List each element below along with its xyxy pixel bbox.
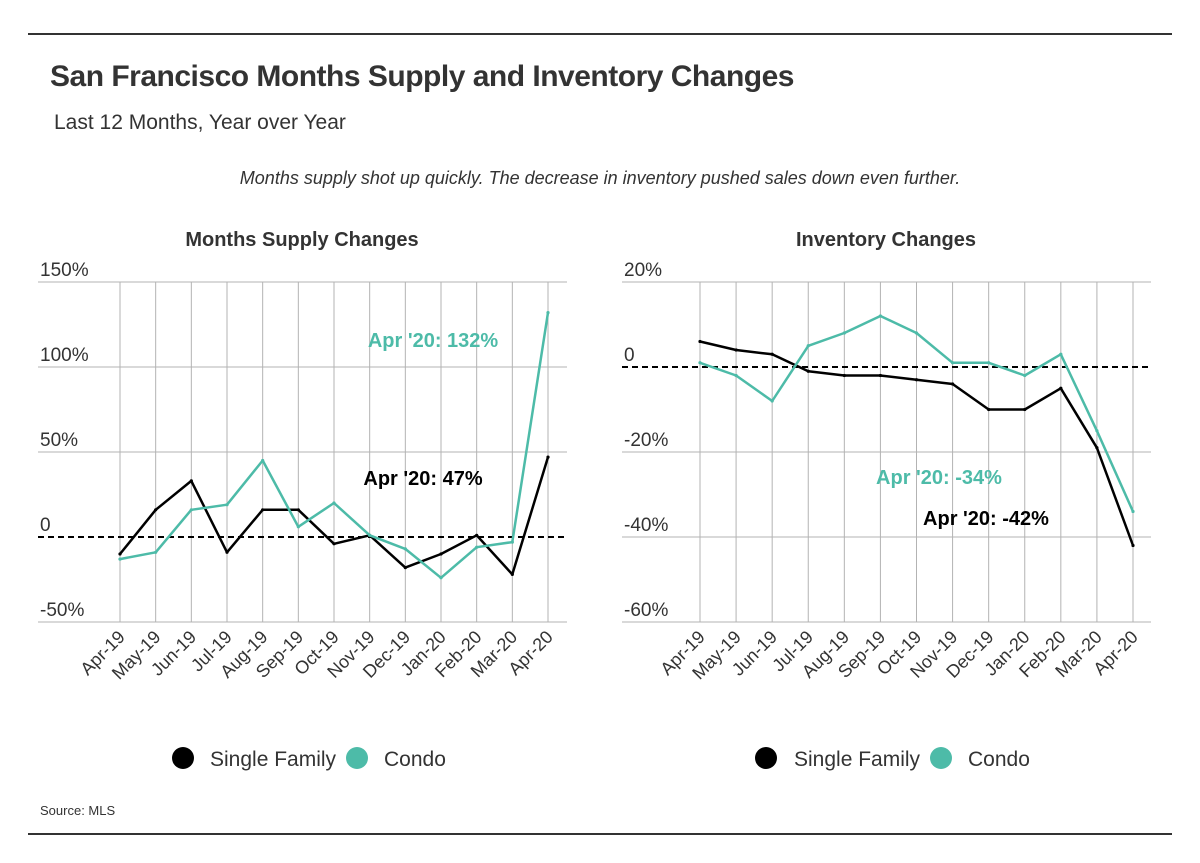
y-tick-label: -40% xyxy=(624,515,668,536)
data-point xyxy=(950,361,955,365)
data-point xyxy=(950,382,955,386)
chart-title: Inventory Changes xyxy=(796,229,976,251)
data-point xyxy=(296,508,300,512)
legend-label: Condo xyxy=(384,748,446,771)
y-tick-label: 0 xyxy=(40,515,51,536)
data-point xyxy=(734,373,738,378)
data-point xyxy=(296,525,300,529)
data-point xyxy=(403,566,407,570)
data-point xyxy=(878,314,883,318)
source-note: Source: MLS xyxy=(40,803,116,818)
data-point xyxy=(842,373,846,378)
data-point xyxy=(770,352,774,356)
data-point xyxy=(261,508,265,512)
data-point xyxy=(806,369,810,373)
data-point xyxy=(878,373,883,378)
annotation-label: Apr '20: 132% xyxy=(368,330,499,352)
data-point xyxy=(118,552,122,556)
data-point xyxy=(698,361,702,365)
data-point xyxy=(510,572,514,577)
data-point xyxy=(770,399,774,403)
data-point xyxy=(914,331,919,335)
legend-marker-condo xyxy=(346,747,368,769)
legend-marker-condo xyxy=(930,747,952,769)
data-point xyxy=(1059,386,1063,390)
data-point xyxy=(154,508,158,512)
data-point xyxy=(475,545,479,549)
data-point xyxy=(439,576,443,580)
data-point xyxy=(914,378,919,382)
data-point xyxy=(189,479,193,483)
data-point xyxy=(987,361,991,365)
data-point xyxy=(225,550,229,554)
legend-label: Single Family xyxy=(210,748,337,771)
data-point xyxy=(332,542,336,546)
y-tick-label: -60% xyxy=(624,600,668,621)
y-tick-label: 150% xyxy=(40,260,89,281)
data-point xyxy=(225,503,229,507)
data-point xyxy=(510,540,514,544)
annotation-label: Apr '20: -34% xyxy=(876,467,1002,489)
data-point xyxy=(546,455,550,459)
legend-label: Condo xyxy=(968,748,1030,771)
data-point xyxy=(842,331,846,335)
chart-title: Months Supply Changes xyxy=(185,229,418,251)
data-point xyxy=(1131,509,1135,514)
bottom-rule xyxy=(28,833,1172,835)
data-point xyxy=(806,344,810,348)
y-tick-label: 100% xyxy=(40,345,89,366)
data-point xyxy=(439,552,443,556)
data-point xyxy=(189,508,193,512)
data-point xyxy=(1059,352,1063,356)
data-point xyxy=(1095,446,1099,450)
legend-marker-single-family xyxy=(172,747,194,769)
y-tick-label: 50% xyxy=(40,430,78,451)
data-point xyxy=(987,407,991,412)
chart-note: Months supply shot up quickly. The decre… xyxy=(239,168,961,188)
annotation-label: Apr '20: -42% xyxy=(923,508,1049,530)
y-tick-label: -20% xyxy=(624,430,668,451)
data-point xyxy=(118,557,122,561)
page-subtitle: Last 12 Months, Year over Year xyxy=(54,111,346,134)
annotation-label: Apr '20: 47% xyxy=(363,468,482,490)
data-point xyxy=(332,501,336,505)
y-tick-label: 0 xyxy=(624,345,635,366)
data-point xyxy=(546,311,550,315)
legend-marker-single-family xyxy=(755,747,777,769)
top-rule xyxy=(28,33,1172,35)
data-point xyxy=(368,533,372,537)
data-point xyxy=(261,458,265,463)
data-point xyxy=(734,348,738,352)
data-point xyxy=(698,339,702,344)
data-point xyxy=(403,547,407,551)
data-point xyxy=(1095,429,1099,433)
data-point xyxy=(154,550,158,554)
data-point xyxy=(1023,407,1027,412)
data-point xyxy=(1023,373,1027,378)
page-title: San Francisco Months Supply and Inventor… xyxy=(50,60,794,93)
data-point xyxy=(1131,543,1135,548)
y-tick-label: 20% xyxy=(624,260,662,281)
y-tick-label: -50% xyxy=(40,600,84,621)
legend-label: Single Family xyxy=(794,748,921,771)
data-point xyxy=(475,533,479,537)
